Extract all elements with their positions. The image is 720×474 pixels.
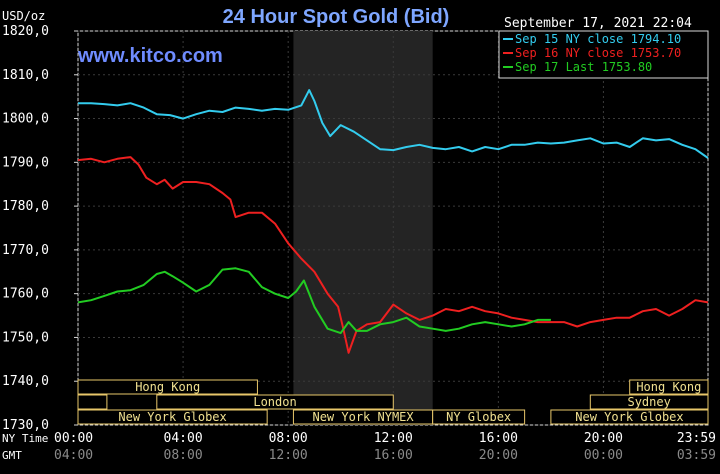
timestamp: September 17, 2021 22:04 (504, 16, 692, 31)
market-session-bar (77, 409, 268, 425)
y-tick-label: 1790,0 (2, 155, 49, 170)
y-tick-label: 1820,0 (2, 24, 49, 39)
legend-item: Sep 17 Last 1753.80 (515, 60, 652, 74)
gmt-label: GMT (2, 449, 22, 462)
market-session-bar (432, 409, 526, 425)
x-tick-label-gmt: 20:00 (479, 448, 518, 463)
y-tick-label: 1740,0 (2, 374, 49, 389)
market-session-label: London (253, 395, 296, 409)
chart-title: 24 Hour Spot Gold (Bid) (223, 6, 450, 28)
legend-item: Sep 16 NY close 1753.70 (515, 46, 681, 60)
x-tick-label-ny: 20:00 (584, 431, 623, 446)
market-session-bar (589, 394, 709, 410)
y-unit-label: USD/oz (2, 9, 45, 23)
market-session-label: Hong Kong (135, 380, 200, 394)
x-tick-label-ny: 00:00 (54, 431, 93, 446)
x-tick-label-gmt: 04:00 (54, 448, 93, 463)
x-tick-label-ny: 23:59 (677, 431, 716, 446)
x-tick-label-ny: 08:00 (269, 431, 308, 446)
x-tick-label-gmt: 03:59 (677, 448, 716, 463)
market-session-bar (77, 379, 258, 395)
market-session-label: New York Globex (575, 410, 683, 424)
market-session-label: Sydney (627, 395, 670, 409)
y-tick-label: 1770,0 (2, 243, 49, 258)
series-line-1 (78, 89, 709, 159)
y-tick-label: 1760,0 (2, 287, 49, 302)
y-tick-label: 1750,0 (2, 330, 49, 345)
watermark: www.kitco.com (77, 45, 223, 67)
x-tick-label-ny: 04:00 (164, 431, 203, 446)
market-session-label: New York NYMEX (312, 410, 414, 424)
x-tick-label-ny: 12:00 (374, 431, 413, 446)
x-tick-label-gmt: 16:00 (374, 448, 413, 463)
ny-time-label: NY Time (2, 432, 48, 445)
market-session-label: NY Globex (446, 410, 511, 424)
market-session-bar (629, 379, 709, 395)
market-session-label: Hong Kong (636, 380, 701, 394)
legend-item: Sep 15 NY close 1794.10 (515, 32, 681, 46)
y-tick-label: 1730,0 (2, 418, 49, 433)
x-tick-label-ny: 16:00 (479, 431, 518, 446)
market-session-label: New York Globex (118, 410, 226, 424)
x-tick-label-gmt: 08:00 (164, 448, 203, 463)
x-tick-label-gmt: 00:00 (584, 448, 623, 463)
x-tick-label-gmt: 12:00 (269, 448, 308, 463)
market-session-bar (77, 394, 108, 410)
market-session-bar (550, 409, 709, 425)
legend-box (498, 30, 709, 79)
shaded-session (293, 31, 433, 425)
y-tick-label: 1780,0 (2, 199, 49, 214)
y-tick-label: 1800,0 (2, 112, 49, 127)
series-line-3 (77, 267, 551, 335)
market-session-bar (156, 394, 394, 410)
y-tick-label: 1810,0 (2, 68, 49, 83)
series-line-2 (77, 156, 709, 354)
